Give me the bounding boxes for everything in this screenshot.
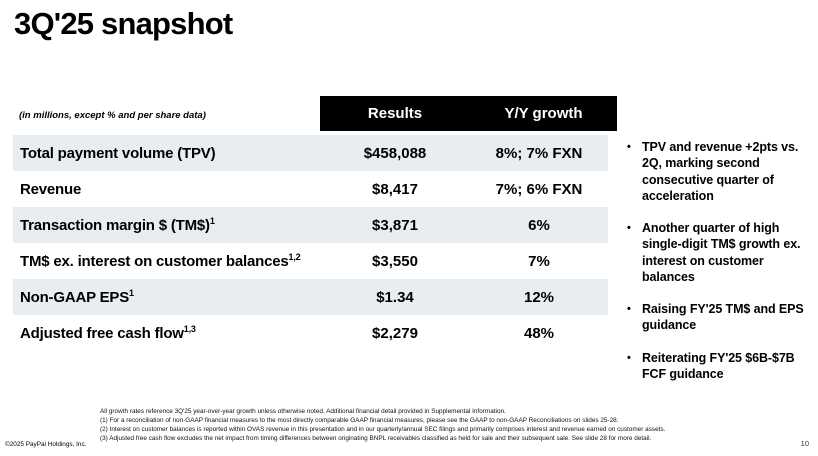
metric-yoy: 12% [523, 288, 555, 306]
table-row-tms-ex-interest: TM$ ex. interest on customer balances1,2… [13, 243, 608, 279]
list-item: • Raising FY'25 TM$ and EPS guidance [627, 301, 815, 334]
table-row-transaction-margin: Transaction margin $ (TM$)1 $3,871 6% [13, 207, 608, 243]
highlight-text: Reiterating FY'25 $6B-$7B FCF guidance [642, 350, 795, 381]
metric-result: $1.34 [376, 288, 414, 306]
footnotes: All growth rates reference 3Q'25 year-ov… [100, 407, 750, 443]
bullet-icon: • [627, 141, 631, 153]
footnote-marker: 1,3 [183, 323, 196, 334]
metric-label: TM$ ex. interest on customer balances1,2 [13, 251, 320, 270]
units-note: (in millions, except % and per share dat… [19, 110, 206, 121]
metric-label-text: Non-GAAP EPS [20, 288, 130, 306]
list-item: • TPV and revenue +2pts vs. 2Q, marking … [627, 139, 815, 204]
column-header-results: Results [367, 105, 423, 122]
footnote-line: (3) Adjusted free cash flow excludes the… [100, 435, 652, 442]
table-row-revenue: Revenue $8,417 7%; 6% FXN [13, 171, 608, 207]
metric-label-text: Transaction margin $ (TM$) [20, 216, 210, 234]
footnote-marker: 1 [129, 287, 134, 298]
bullet-icon: • [627, 351, 631, 364]
footnote-line: (2) Interest on customer balances is rep… [100, 426, 666, 433]
page-number: 10 [800, 439, 809, 448]
copyright-notice: ©2025 PayPal Holdings, Inc. [5, 441, 87, 448]
highlights-list: • TPV and revenue +2pts vs. 2Q, marking … [627, 139, 815, 398]
metric-label-text: Adjusted free cash flow [20, 324, 184, 342]
metric-label: Non-GAAP EPS1 [13, 287, 320, 306]
footnote-line: (1) For a reconciliation of non-GAAP fin… [100, 417, 619, 424]
footnote-line: All growth rates reference 3Q'25 year-ov… [100, 408, 506, 415]
metric-label: Adjusted free cash flow1,3 [13, 323, 320, 342]
metric-result: $3,550 [372, 252, 418, 270]
footnote-marker: 1,2 [288, 251, 301, 262]
bullet-icon: • [627, 303, 631, 315]
metric-label-text: Revenue [20, 180, 82, 198]
list-item: • Another quarter of high single-digit T… [627, 220, 815, 285]
metric-result: $3,871 [372, 216, 418, 234]
table-header-bar: Results Y/Y growth [320, 96, 617, 131]
highlight-text: Another quarter of high single-digit TM$… [642, 221, 801, 284]
metric-yoy: 7%; 6% FXN [495, 180, 583, 198]
highlight-text: TPV and revenue +2pts vs. 2Q, marking se… [642, 140, 799, 203]
table-row-non-gaap-eps: Non-GAAP EPS1 $1.34 12% [13, 279, 608, 315]
bullet-icon: • [627, 222, 631, 234]
metric-result: $8,417 [372, 180, 418, 198]
metric-yoy: 8%; 7% FXN [495, 144, 583, 162]
table-row-tpv: Total payment volume (TPV) $458,088 8%; … [13, 135, 608, 171]
metrics-table: Total payment volume (TPV) $458,088 8%; … [13, 135, 608, 351]
metric-label-text: TM$ ex. interest on customer balances [20, 252, 289, 270]
table-row-adjusted-fcf: Adjusted free cash flow1,3 $2,279 48% [13, 315, 608, 351]
metric-label: Transaction margin $ (TM$)1 [13, 215, 320, 234]
footnote-marker: 1 [209, 215, 215, 226]
metric-label-text: Total payment volume (TPV) [20, 144, 216, 162]
page-title: 3Q'25 snapshot [14, 6, 233, 41]
metric-result: $2,279 [372, 324, 418, 342]
column-header-yoy-growth: Y/Y growth [504, 105, 583, 122]
metric-label: Revenue [13, 181, 320, 198]
metric-yoy: 6% [528, 216, 550, 234]
list-item: • Reiterating FY'25 $6B-$7B FCF guidance [627, 350, 815, 383]
metric-result: $458,088 [363, 144, 427, 162]
metric-label: Total payment volume (TPV) [13, 145, 320, 162]
metric-yoy: 48% [523, 324, 555, 342]
highlight-text: Raising FY'25 TM$ and EPS guidance [642, 302, 804, 333]
metric-yoy: 7% [528, 252, 550, 270]
